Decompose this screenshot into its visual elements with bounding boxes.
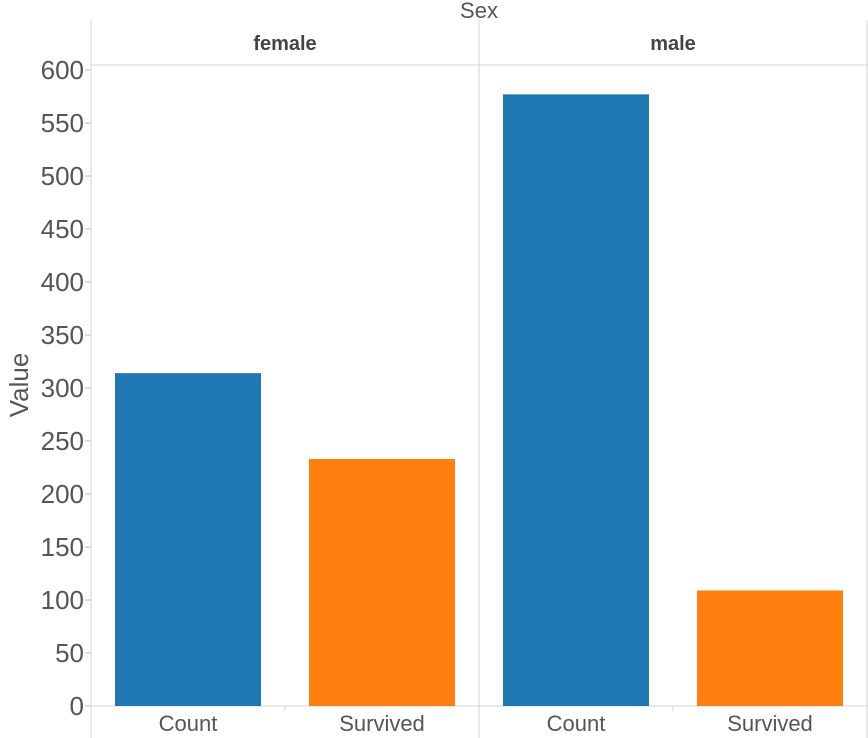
y-tick-label: 250 (41, 426, 84, 456)
y-axis: 0 50 100 150 200 250 300 350 400 450 500 550 600 (41, 55, 91, 721)
facet-label-male: male (650, 33, 696, 55)
y-tick-label: 600 (41, 55, 84, 85)
y-tick-label: 450 (41, 214, 84, 244)
y-tick-label: 150 (41, 532, 84, 562)
y-tick-label: 550 (41, 108, 84, 138)
y-tick-label: 50 (55, 638, 84, 668)
facet-title: Sex (460, 0, 498, 23)
y-axis-title: Value (4, 353, 34, 418)
facet-panel-male: male Count Survived (503, 33, 843, 736)
y-tick-label: 500 (41, 161, 84, 191)
x-tick-label: Count (159, 711, 218, 736)
facet-panel-female: female Count Survived (115, 33, 455, 736)
y-tick-label: 0 (70, 691, 84, 721)
bar-male-survived (697, 590, 843, 706)
y-tick-label: 100 (41, 585, 84, 615)
bar-female-count (115, 373, 261, 706)
x-tick-label: Survived (727, 711, 813, 736)
bar-male-count (503, 94, 649, 706)
y-tick-label: 300 (41, 373, 84, 403)
y-tick-label: 350 (41, 320, 84, 350)
y-tick-label: 200 (41, 479, 84, 509)
facet-panels: female Count Survived male Count Survived (115, 33, 843, 736)
x-tick-label: Count (547, 711, 606, 736)
x-tick-label: Survived (339, 711, 425, 736)
bar-female-survived (309, 459, 455, 706)
facet-label-female: female (253, 33, 316, 55)
y-tick-label: 400 (41, 267, 84, 297)
